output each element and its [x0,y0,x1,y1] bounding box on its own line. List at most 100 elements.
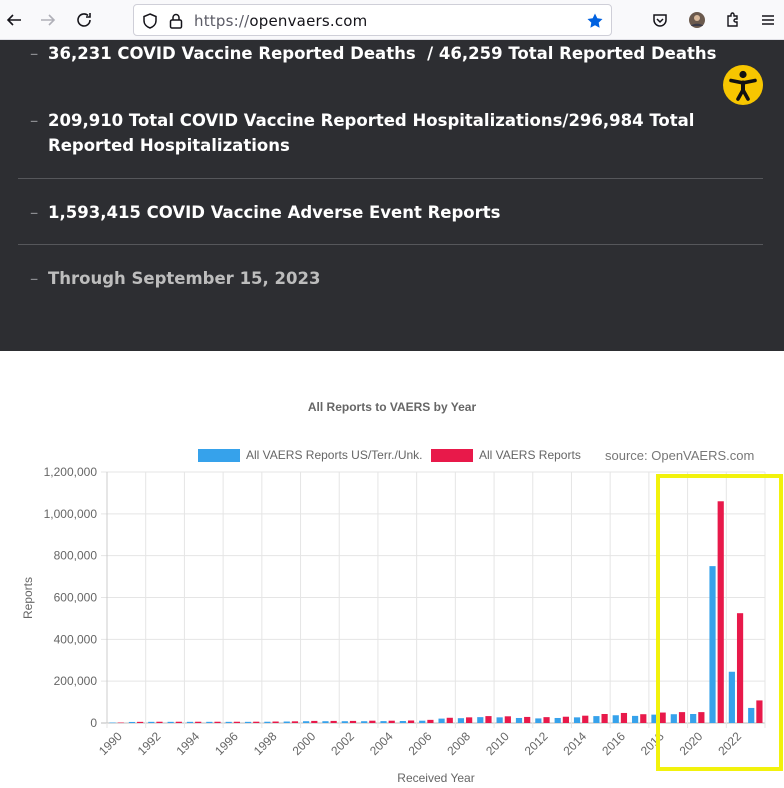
divider [18,244,763,245]
stat-dash: – [30,111,39,130]
bar-us-1994 [186,721,194,723]
bar-us-1992 [148,721,155,723]
url-protocol: https:// [194,12,250,30]
bar-us-2006 [419,720,426,723]
url-text[interactable]: https://openvaers.com [194,12,368,30]
bar-all-1993 [175,721,182,723]
bar-all-2011 [524,716,531,723]
bar-us-1993 [167,721,174,723]
bar-all-2021 [717,501,724,723]
shield-icon[interactable] [141,12,159,30]
bar-us-2016 [612,715,619,723]
stat-hospitalizations-text: 209,910 Total COVID Vaccine Reported Hos… [48,111,695,155]
bar-all-2012 [543,717,550,723]
vaers-chart: All Reports to VAERS by Year All VAERS R… [0,351,784,788]
bar-us-2023 [748,707,755,723]
extensions-icon[interactable] [719,6,747,34]
bar-us-2003 [361,721,368,723]
bar-all-1997 [253,721,260,723]
x-tick-label: 1996 [212,729,241,758]
x-tick-label: 1994 [173,729,202,758]
bar-us-2000 [303,721,310,723]
lock-icon[interactable] [167,12,185,30]
x-tick-label: 1990 [96,729,125,758]
y-tick-label: 1,200,000 [44,465,98,479]
bar-all-1998 [272,721,279,723]
menu-icon[interactable] [754,6,782,34]
bar-us-2021 [709,566,716,723]
bar-all-2014 [582,715,589,723]
bar-us-2002 [341,721,348,723]
bar-us-1990 [109,722,116,724]
bar-all-1999 [291,721,299,723]
y-tick-label: 800,000 [54,549,98,563]
x-tick-label: 1998 [251,729,280,758]
bar-all-2009 [485,716,492,723]
bar-all-2006 [427,719,434,723]
bar-all-2003 [369,720,376,723]
x-tick-label: 2004 [367,729,396,758]
bar-us-2010 [496,717,503,723]
bar-us-1998 [264,721,271,723]
bar-all-1992 [156,721,163,723]
bar-us-2019 [670,714,677,723]
x-tick-label: 1992 [135,729,164,758]
reload-icon[interactable] [70,6,98,34]
bar-all-2004 [388,720,395,723]
bar-us-1995 [206,721,213,723]
bar-all-2013 [562,716,569,723]
bar-all-2018 [659,712,666,723]
x-tick-label: 2012 [522,729,551,758]
x-tick-label: 2008 [444,729,473,758]
bar-us-1991 [128,721,136,723]
browser-toolbar: https://openvaers.com [0,0,784,40]
bar-us-2005 [399,721,406,723]
back-icon[interactable] [0,6,28,34]
legend-label-us: All VAERS Reports US/Terr./Unk. [246,448,423,462]
y-tick-label: 0 [90,716,97,730]
bar-all-1994 [195,721,202,723]
stat-deaths-text: 36,231 COVID Vaccine Reported Deaths / 4… [48,44,717,63]
bar-us-2009 [477,717,484,723]
legend-swatch-all [431,448,473,462]
bar-us-1999 [283,721,290,723]
legend-label-all: All VAERS Reports [479,448,581,462]
bar-all-2020 [698,712,705,723]
bar-us-2020 [690,714,697,723]
bar-all-2023 [756,700,763,723]
bar-us-2014 [573,717,581,723]
bar-us-2011 [515,717,523,723]
x-tick-label: 2014 [560,729,589,758]
bar-all-2016 [620,712,628,723]
bar-all-2000 [311,720,318,723]
legend-item-all[interactable]: All VAERS Reports [431,447,581,463]
stat-dash: – [30,44,39,63]
bar-us-1996 [225,721,232,723]
pocket-icon[interactable] [646,6,674,34]
bar-all-2015 [601,714,608,723]
source-label: source: OpenVAERS.com [605,448,755,463]
divider [18,178,763,179]
bar-all-2001 [330,720,337,723]
bar-us-2015 [593,716,600,723]
x-axis-title: Received Year [397,771,474,785]
y-tick-label: 1,000,000 [44,507,98,521]
forward-icon[interactable] [34,6,62,34]
y-tick-label: 600,000 [54,591,98,605]
url-host: openvaers.com [249,12,368,30]
profile-avatar[interactable] [683,6,711,34]
url-bar[interactable]: https://openvaers.com [133,4,612,36]
legend-item-us[interactable]: All VAERS Reports US/Terr./Unk. [198,447,423,463]
accessibility-icon[interactable] [723,65,763,105]
bar-all-2019 [678,712,686,723]
bar-all-1990 [117,722,124,724]
bar-all-2008 [466,717,473,723]
bar-us-2001 [322,721,329,723]
stat-dash: – [30,269,39,288]
y-tick-label: 400,000 [54,632,98,646]
bar-us-2013 [554,717,561,723]
bar-us-2022 [728,671,735,723]
bookmark-star-icon[interactable] [586,12,604,30]
bar-us-2008 [457,718,465,723]
x-tick-label: 2000 [290,729,319,758]
